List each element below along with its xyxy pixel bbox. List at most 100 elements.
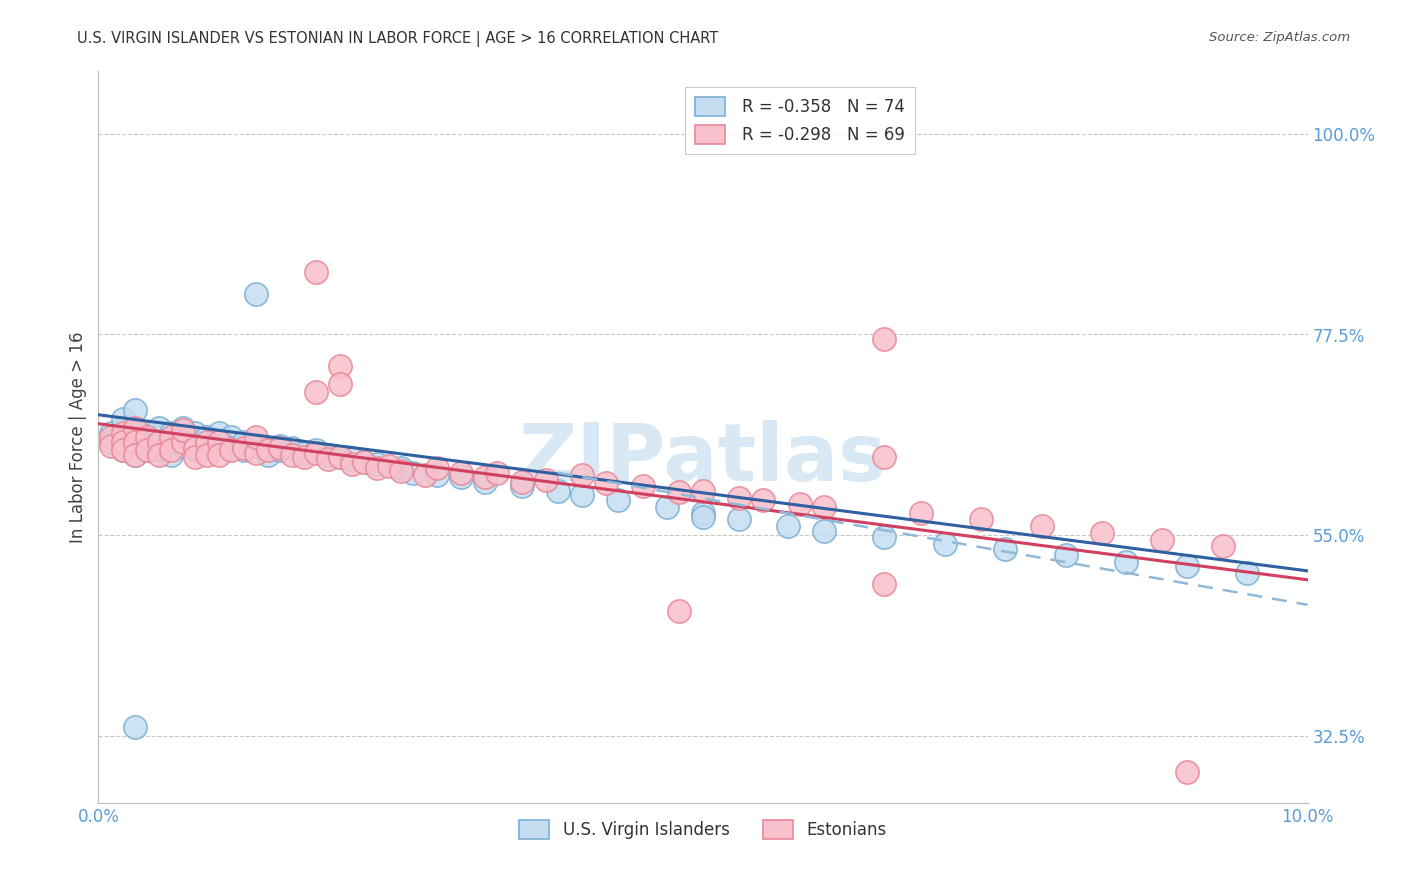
Point <box>100 439 122 453</box>
Point <box>124 421 146 435</box>
Point <box>221 430 243 444</box>
Point <box>184 443 207 458</box>
Point <box>100 430 122 444</box>
Text: Source: ZipAtlas.com: Source: ZipAtlas.com <box>1209 31 1350 45</box>
Point <box>571 467 593 482</box>
Point <box>329 450 352 464</box>
Point <box>100 425 122 440</box>
Point <box>776 519 799 533</box>
Point <box>316 448 339 462</box>
Point <box>873 332 896 346</box>
Point <box>269 443 291 458</box>
Y-axis label: In Labor Force | Age > 16: In Labor Force | Age > 16 <box>69 331 87 543</box>
Point <box>486 466 509 480</box>
Point <box>256 441 278 455</box>
Point <box>111 443 134 458</box>
Point <box>100 434 122 449</box>
Point <box>124 448 146 462</box>
Point <box>148 434 170 449</box>
Point <box>305 443 328 458</box>
Point <box>752 492 775 507</box>
Point <box>195 448 218 462</box>
Point <box>135 430 157 444</box>
Point <box>195 434 218 449</box>
Point <box>160 425 183 440</box>
Point <box>316 452 339 467</box>
Point <box>692 483 714 498</box>
Point <box>668 485 690 500</box>
Point <box>135 430 157 444</box>
Point <box>269 439 291 453</box>
Point <box>692 506 714 520</box>
Point <box>111 430 134 444</box>
Point <box>232 441 254 455</box>
Point <box>305 385 328 400</box>
Point <box>571 488 593 502</box>
Point <box>111 421 134 435</box>
Point <box>353 455 375 469</box>
Point <box>305 446 328 460</box>
Point <box>148 430 170 444</box>
Point <box>148 421 170 435</box>
Point <box>111 425 134 440</box>
Point <box>1175 559 1198 574</box>
Point <box>873 450 896 464</box>
Point <box>160 443 183 458</box>
Point <box>450 466 472 480</box>
Point <box>1236 566 1258 580</box>
Point <box>195 439 218 453</box>
Point <box>172 421 194 435</box>
Point <box>256 448 278 462</box>
Point <box>124 434 146 449</box>
Point <box>232 434 254 449</box>
Point <box>148 448 170 462</box>
Point <box>1212 539 1234 553</box>
Point <box>221 441 243 455</box>
Point <box>329 359 352 373</box>
Point <box>111 443 134 458</box>
Point <box>366 461 388 475</box>
Point <box>124 425 146 440</box>
Point <box>1091 526 1114 541</box>
Point <box>135 443 157 458</box>
Point <box>256 443 278 458</box>
Point <box>366 457 388 471</box>
Point <box>813 500 835 514</box>
Point <box>873 577 896 591</box>
Point <box>195 430 218 444</box>
Point <box>232 443 254 458</box>
Point <box>692 510 714 524</box>
Point <box>184 450 207 464</box>
Point <box>655 500 678 514</box>
Point <box>245 439 267 453</box>
Point <box>160 434 183 449</box>
Point <box>184 434 207 449</box>
Point <box>426 467 449 482</box>
Point <box>994 541 1017 556</box>
Point <box>148 434 170 449</box>
Point <box>377 458 399 473</box>
Legend: U.S. Virgin Islanders, Estonians: U.S. Virgin Islanders, Estonians <box>513 814 893 846</box>
Point <box>111 439 134 453</box>
Point <box>172 423 194 437</box>
Point <box>389 461 412 475</box>
Point <box>342 452 364 467</box>
Point <box>184 425 207 440</box>
Point <box>160 448 183 462</box>
Point <box>910 506 932 520</box>
Point <box>124 403 146 417</box>
Point <box>292 446 315 460</box>
Point <box>728 512 751 526</box>
Point <box>595 476 617 491</box>
Point <box>402 466 425 480</box>
Point <box>668 604 690 618</box>
Point <box>813 524 835 538</box>
Point <box>148 443 170 458</box>
Point <box>135 443 157 458</box>
Point <box>389 464 412 478</box>
Point <box>184 441 207 455</box>
Point <box>281 441 304 455</box>
Point <box>1054 548 1077 562</box>
Point <box>124 448 146 462</box>
Point <box>1175 764 1198 779</box>
